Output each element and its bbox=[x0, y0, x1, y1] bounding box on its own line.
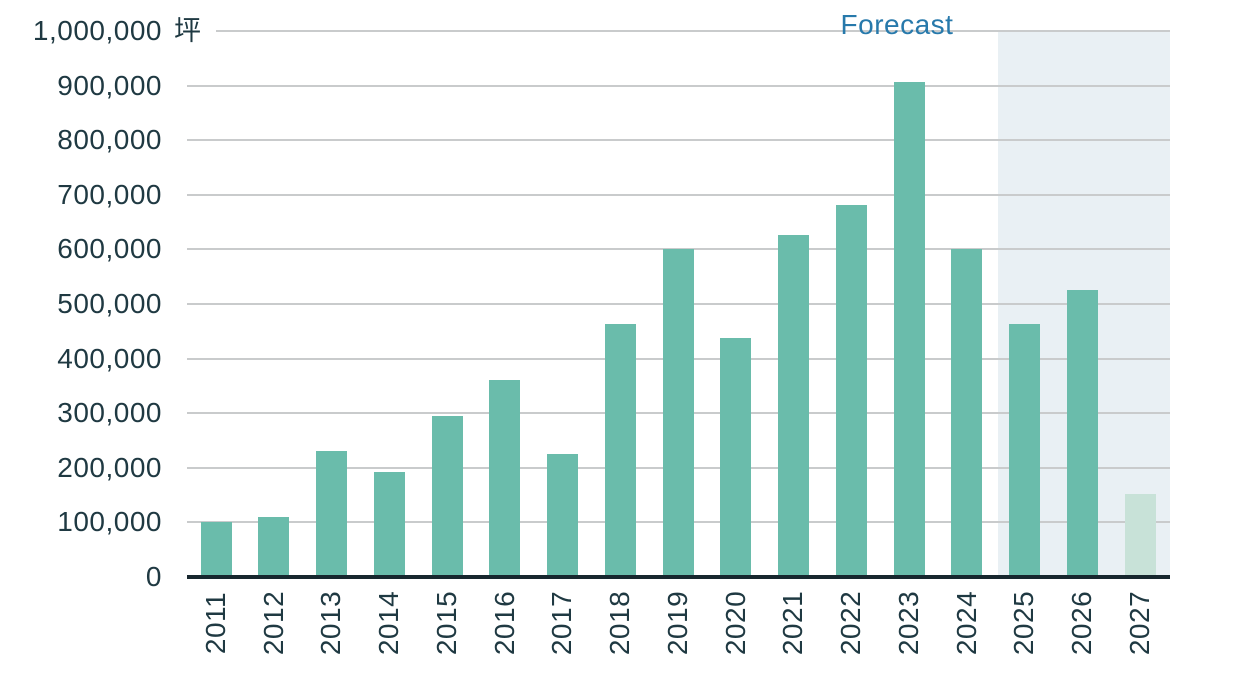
x-axis-tick-text: 2017 bbox=[546, 590, 578, 656]
bar-2026 bbox=[1066, 289, 1098, 577]
y-axis-tick-label: 200,000 bbox=[57, 451, 162, 483]
x-axis-tick-label: 2027 bbox=[1105, 586, 1175, 660]
y-axis-tick-label: 0 bbox=[145, 561, 162, 592]
gridline bbox=[216, 30, 1170, 32]
x-axis-tick-text: 2024 bbox=[950, 590, 982, 656]
x-axis-tick-text: 2025 bbox=[1008, 590, 1040, 656]
bar-2027 bbox=[1124, 494, 1156, 577]
plot-area bbox=[187, 30, 1170, 579]
y-axis-tick-label: 600,000 bbox=[57, 233, 162, 265]
x-axis-tick-text: 2016 bbox=[488, 590, 520, 656]
bar-2017 bbox=[547, 454, 578, 577]
x-axis-tick-text: 2018 bbox=[604, 590, 636, 656]
forecast-label: Forecast bbox=[840, 9, 954, 40]
y-axis-tick-label: 300,000 bbox=[57, 397, 162, 429]
bar-2012 bbox=[258, 516, 290, 577]
x-axis-tick-text: 2020 bbox=[719, 590, 751, 656]
x-axis-tick-text: 2015 bbox=[430, 590, 462, 656]
y-axis-tick-label: 900,000 bbox=[57, 69, 162, 101]
x-axis-tick-text: 2021 bbox=[777, 590, 809, 656]
gridline bbox=[187, 193, 1170, 196]
y-axis-tick-label: 100,000 bbox=[57, 506, 162, 538]
x-axis-tick-text: 2012 bbox=[257, 590, 289, 656]
x-axis-tick-text: 2023 bbox=[892, 590, 924, 656]
bar-2013 bbox=[316, 450, 347, 577]
bar-2020 bbox=[720, 337, 752, 577]
x-axis-tick-text: 2026 bbox=[1066, 590, 1098, 656]
y-axis-unit-label: 坪 bbox=[174, 16, 201, 46]
x-axis-tick-text: 2019 bbox=[661, 590, 693, 656]
gridline bbox=[187, 139, 1170, 142]
bar-2016 bbox=[489, 379, 521, 577]
bar-2015 bbox=[431, 415, 463, 577]
gridline bbox=[187, 248, 1170, 251]
y-axis-tick-label: 1,000,000 bbox=[32, 15, 162, 46]
bar-2022 bbox=[835, 205, 867, 577]
bar-2025 bbox=[1009, 323, 1040, 577]
bar-2011 bbox=[200, 522, 232, 577]
bar-2018 bbox=[604, 324, 636, 577]
bar-2024 bbox=[951, 249, 983, 577]
y-axis-tick-label: 800,000 bbox=[57, 124, 162, 156]
x-axis-tick-text: 2014 bbox=[373, 590, 405, 656]
bar-2014 bbox=[373, 471, 405, 577]
x-axis-tick-text: 2022 bbox=[835, 590, 867, 656]
bar-2019 bbox=[662, 249, 694, 577]
x-axis-tick-text: 2011 bbox=[200, 591, 231, 655]
y-axis-tick-label: 400,000 bbox=[57, 342, 162, 374]
gridline bbox=[187, 84, 1170, 87]
bar-2023 bbox=[893, 82, 925, 577]
x-axis-tick-text: 2027 bbox=[1123, 590, 1155, 656]
x-axis-line bbox=[187, 575, 1170, 579]
x-axis-tick-text: 2013 bbox=[315, 590, 347, 656]
y-axis-tick-label: 500,000 bbox=[57, 288, 162, 319]
bar-2021 bbox=[778, 235, 809, 577]
y-axis-tick-label: 700,000 bbox=[57, 178, 162, 210]
